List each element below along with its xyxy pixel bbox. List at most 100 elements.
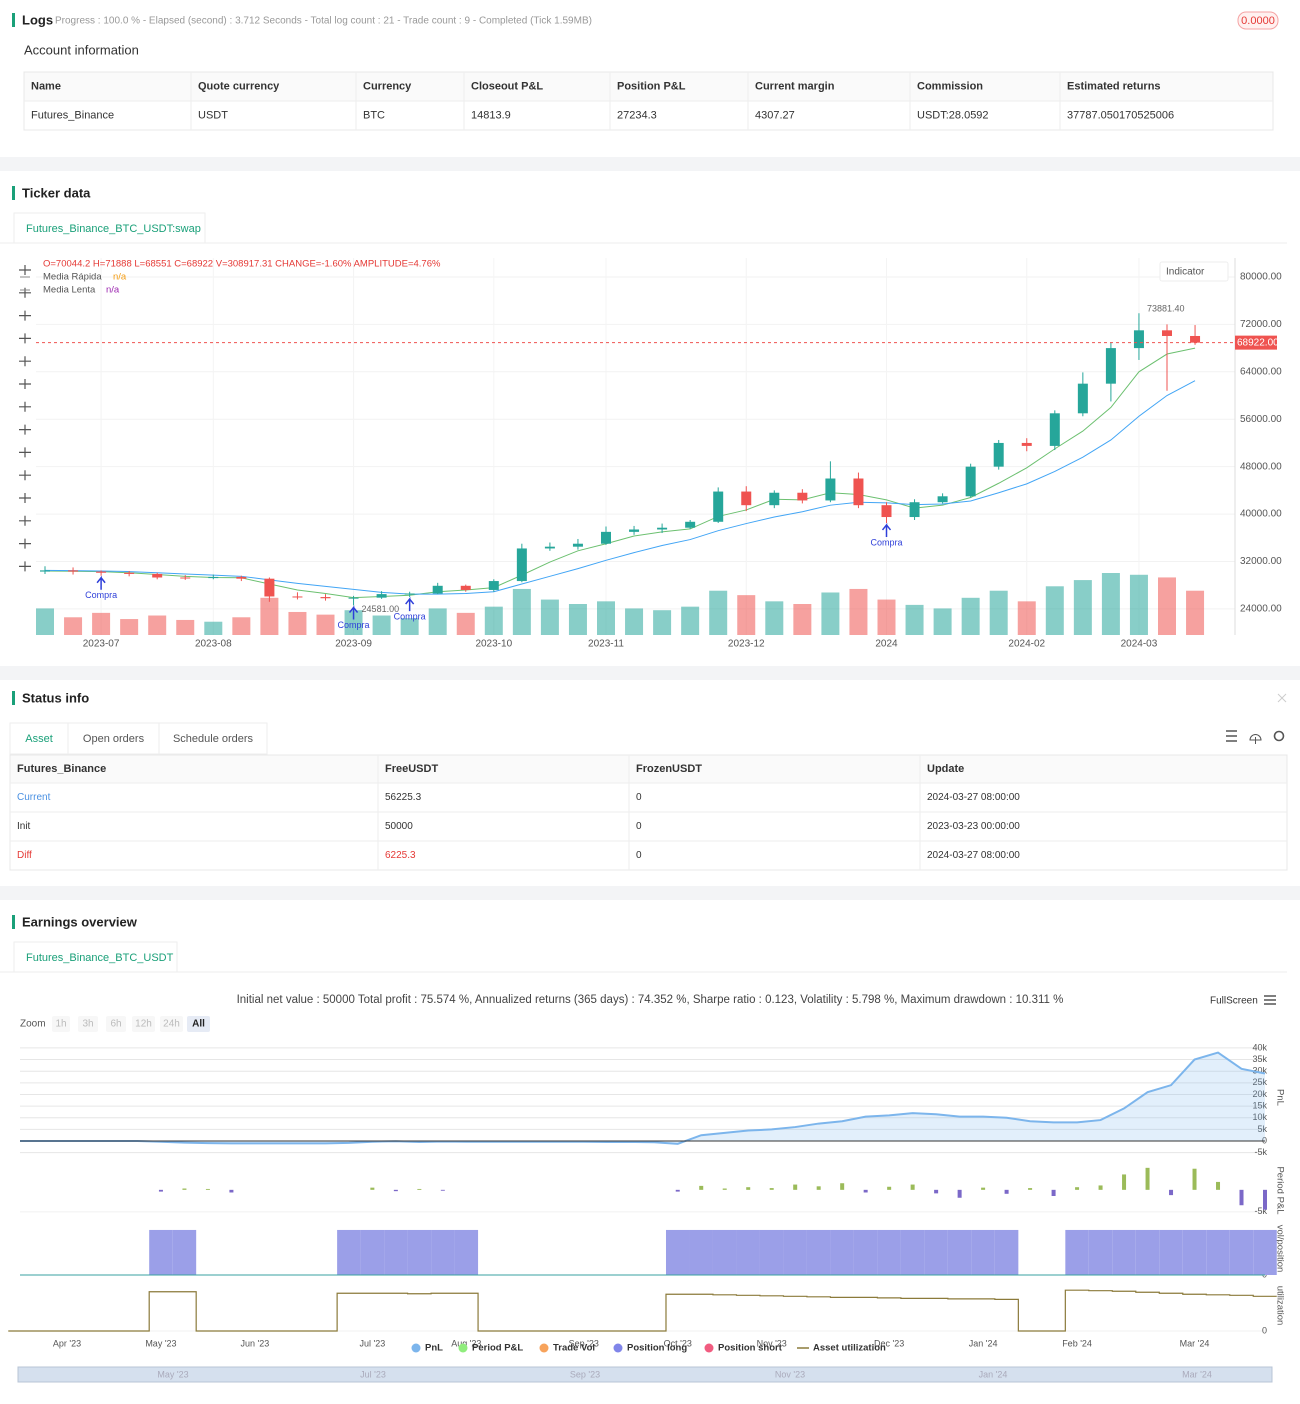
tool-icon[interactable] (19, 538, 31, 549)
position-block (1206, 1229, 1230, 1275)
y-tick-label: 30k (1252, 1066, 1267, 1076)
indicator-label[interactable]: Indicator (1166, 267, 1205, 278)
collapse-icon[interactable] (1277, 693, 1287, 703)
tool-icon[interactable] (19, 401, 31, 412)
tab-label[interactable]: Schedule orders (173, 733, 254, 745)
utilization-line (8, 1289, 1277, 1332)
tool-icon[interactable] (19, 379, 31, 389)
indicator-button[interactable] (1159, 261, 1229, 282)
zoom-button[interactable] (187, 1016, 210, 1032)
cell: BTC (363, 109, 385, 121)
legend-symbol[interactable] (539, 1343, 549, 1353)
legend-label: Media Rápida (43, 272, 102, 283)
column-header: Quote currency (198, 80, 280, 92)
position-block (853, 1229, 878, 1275)
navigator[interactable] (17, 1366, 1273, 1383)
zoom-button-label[interactable]: 3h (82, 1019, 93, 1030)
candle-body (404, 593, 415, 595)
zoom-button-label[interactable]: 1h (55, 1019, 66, 1030)
tool-icon[interactable] (19, 470, 31, 481)
legend-label[interactable]: Position long (627, 1343, 687, 1354)
zoom-button[interactable] (132, 1016, 155, 1032)
cell: 50000 (385, 821, 413, 832)
tool-icon[interactable] (19, 310, 31, 321)
candle-body (881, 505, 892, 518)
position-block (971, 1229, 995, 1275)
cell: 0 (636, 821, 642, 832)
download-icon[interactable] (1249, 734, 1262, 745)
zoom-button[interactable] (52, 1016, 70, 1032)
tool-icon[interactable] (19, 265, 31, 275)
legend-symbol[interactable] (704, 1343, 714, 1353)
legend-symbol[interactable] (613, 1343, 623, 1353)
y-tick-label: 40000.00 (1240, 509, 1282, 520)
y-tick-label: 20k (1252, 1089, 1267, 1099)
x-tick-label: 2023-09 (335, 639, 372, 650)
candle-body (124, 572, 135, 574)
tool-icon[interactable] (19, 424, 31, 435)
candle-body (769, 492, 780, 506)
x-tick-label: 2023-12 (728, 639, 765, 650)
x-tick-label: 2024-03 (1121, 639, 1158, 650)
zoom-button-label[interactable]: 12h (135, 1019, 152, 1030)
position-block (924, 1229, 948, 1275)
tool-icon[interactable] (19, 447, 31, 458)
fullscreen[interactable]: FullScreen (1210, 996, 1258, 1007)
tab[interactable] (158, 722, 268, 755)
tab-label[interactable]: Asset (25, 733, 53, 745)
zoom-button[interactable] (160, 1016, 183, 1032)
legend-label[interactable]: PnL (425, 1343, 443, 1354)
cell: 0 (636, 850, 642, 861)
tool-icon[interactable] (19, 561, 31, 572)
period-bar (1216, 1181, 1221, 1190)
tool-icon[interactable] (19, 493, 31, 503)
x-tick-label: Oct '23 (664, 1338, 692, 1348)
settings-icon[interactable] (1273, 730, 1285, 742)
legend-label[interactable]: Trade Vol (553, 1343, 595, 1354)
volume-bar (961, 597, 980, 635)
tab-label[interactable]: Futures_Binance_BTC_USDT:swap (26, 223, 201, 235)
tool-icon[interactable] (19, 356, 31, 367)
cell: Init (17, 821, 31, 832)
tab-label[interactable]: Open orders (83, 733, 145, 745)
legend-symbol[interactable] (411, 1343, 421, 1353)
volume-bar (1186, 590, 1205, 635)
y-tick-label: 10k (1252, 1112, 1267, 1122)
volume-bar (176, 619, 195, 635)
period-bar (957, 1189, 962, 1198)
pnl-line (20, 1051, 1266, 1145)
volume-bar (877, 599, 896, 635)
zoom-button[interactable] (106, 1016, 126, 1032)
zoom-button[interactable] (78, 1016, 98, 1032)
zoom-button-label[interactable]: 24h (163, 1019, 180, 1030)
tab[interactable] (67, 722, 160, 755)
zoom-button-label[interactable]: 6h (110, 1019, 121, 1030)
tab[interactable] (9, 722, 69, 755)
legend-label[interactable]: Asset utilization (813, 1343, 886, 1354)
zoom-button-label[interactable]: All (192, 1019, 205, 1030)
cell: 2024-03-27 08:00:00 (927, 792, 1020, 803)
y-tick-label: 24000.00 (1240, 604, 1282, 615)
list-icon[interactable] (1226, 730, 1237, 742)
position-block (877, 1229, 901, 1275)
tab-label[interactable]: Futures_Binance_BTC_USDT (26, 952, 174, 964)
candle-body (1021, 442, 1032, 446)
tool-icon[interactable] (19, 515, 31, 526)
position-block (1065, 1229, 1089, 1275)
tool-icon[interactable] (19, 333, 31, 344)
candle-body (516, 548, 527, 582)
volume-bar (204, 621, 223, 635)
legend-label[interactable]: Position short (718, 1343, 783, 1354)
legend-label[interactable]: Period P&L (472, 1343, 523, 1354)
column-header: Currency (363, 80, 412, 92)
x-tick-label: 2023-11 (588, 639, 624, 650)
legend-symbol[interactable] (458, 1343, 468, 1353)
y-tick-label: 25k (1252, 1077, 1267, 1087)
tab[interactable] (13, 212, 206, 244)
position-block (947, 1229, 972, 1275)
tool-icon[interactable] (19, 287, 31, 298)
period-bar (158, 1189, 163, 1192)
period-bar (887, 1186, 892, 1190)
summary: Initial net value : 50000 Total profit :… (237, 994, 1064, 1006)
menu-icon[interactable] (1264, 995, 1276, 1005)
